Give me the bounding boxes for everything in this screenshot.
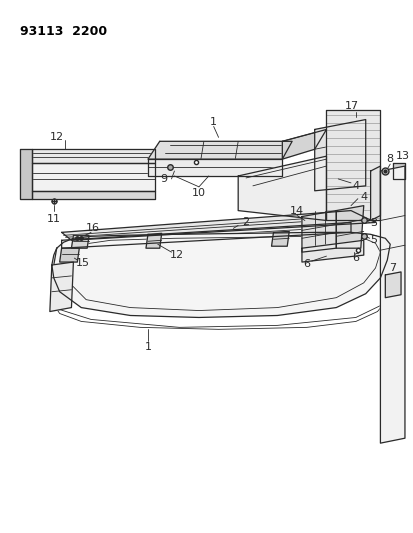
Text: 1: 1 (144, 342, 151, 352)
Text: 15: 15 (76, 258, 90, 268)
Polygon shape (52, 232, 389, 318)
Polygon shape (301, 211, 335, 252)
Text: 11: 11 (47, 214, 61, 223)
Polygon shape (59, 248, 79, 262)
Polygon shape (282, 130, 326, 159)
Polygon shape (62, 222, 350, 248)
Polygon shape (147, 159, 282, 176)
Polygon shape (385, 272, 400, 297)
Polygon shape (237, 156, 326, 221)
Text: 6: 6 (351, 253, 358, 263)
Text: 5: 5 (369, 235, 376, 245)
Polygon shape (32, 149, 154, 163)
Polygon shape (370, 166, 380, 221)
Polygon shape (50, 262, 73, 311)
Polygon shape (326, 110, 380, 221)
Text: 12: 12 (170, 250, 184, 260)
Polygon shape (380, 166, 404, 443)
Polygon shape (335, 206, 363, 248)
Text: 9: 9 (160, 174, 167, 184)
Text: 3: 3 (369, 219, 376, 229)
Polygon shape (301, 240, 363, 262)
Polygon shape (314, 119, 365, 191)
Text: 10: 10 (192, 188, 205, 198)
Polygon shape (62, 211, 375, 240)
Polygon shape (20, 149, 32, 199)
Text: 4: 4 (351, 181, 358, 191)
Polygon shape (71, 236, 89, 248)
Text: 7: 7 (388, 263, 395, 273)
Text: 93113  2200: 93113 2200 (20, 25, 107, 37)
Text: 12: 12 (50, 132, 64, 142)
Text: 14: 14 (289, 206, 304, 215)
Text: 16: 16 (86, 223, 100, 233)
Text: 2: 2 (242, 217, 249, 228)
Text: 6: 6 (303, 259, 310, 269)
Polygon shape (271, 231, 289, 246)
Text: 4: 4 (359, 192, 366, 201)
Text: 8: 8 (386, 154, 393, 164)
Text: 1: 1 (210, 117, 217, 126)
Polygon shape (392, 163, 404, 179)
Polygon shape (32, 163, 154, 191)
Text: 17: 17 (344, 101, 358, 111)
Polygon shape (147, 141, 292, 159)
Polygon shape (32, 191, 154, 199)
Polygon shape (146, 233, 161, 248)
Text: 13: 13 (395, 151, 409, 161)
